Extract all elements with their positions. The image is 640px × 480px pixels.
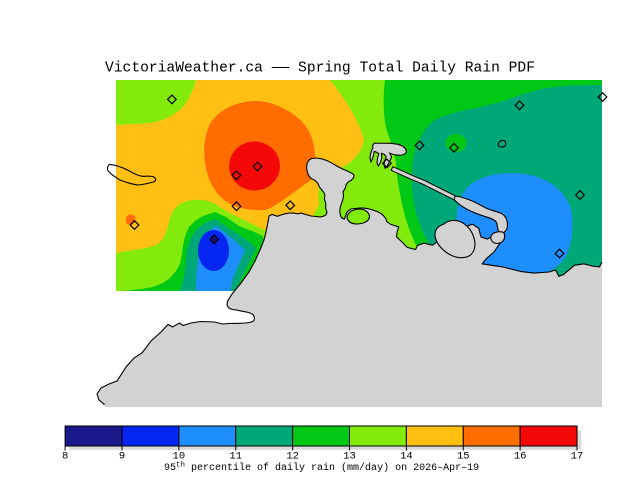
svg-text:9: 9: [119, 451, 125, 463]
svg-text:95th percentile of daily rain: 95th percentile of daily rain (mm/day) o…: [164, 462, 479, 475]
svg-text:10: 10: [173, 451, 186, 463]
svg-text:13: 13: [343, 451, 356, 463]
svg-text:8: 8: [62, 451, 68, 463]
svg-text:17: 17: [571, 451, 584, 463]
svg-text:11: 11: [229, 451, 242, 463]
svg-text:VictoriaWeather.ca —— Spring T: VictoriaWeather.ca —— Spring Total Daily…: [105, 61, 535, 77]
svg-text:14: 14: [400, 451, 413, 463]
svg-text:16: 16: [514, 451, 527, 463]
svg-text:12: 12: [286, 451, 299, 463]
svg-text:15: 15: [457, 451, 470, 463]
